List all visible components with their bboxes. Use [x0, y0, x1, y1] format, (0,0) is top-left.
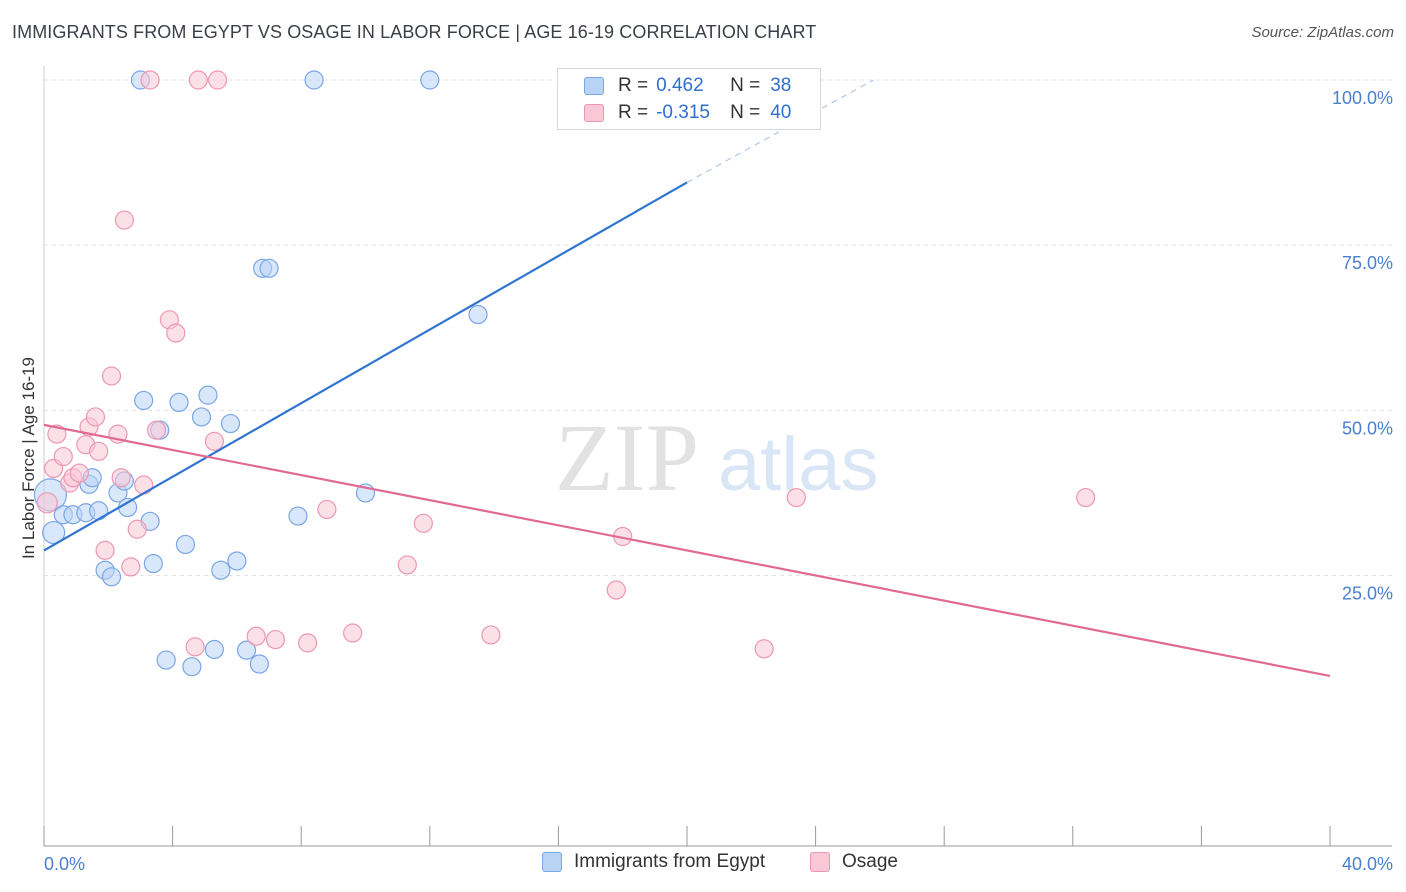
point-osage: [111, 468, 131, 488]
point-osage: [397, 555, 417, 575]
point-egypt: [143, 554, 163, 574]
point-osage: [298, 633, 318, 653]
point-osage: [36, 492, 58, 514]
point-osage: [114, 210, 134, 230]
y-tick-label: 25.0%: [1342, 584, 1393, 604]
point-osage: [134, 475, 154, 495]
legend-r-value: -0.315: [656, 102, 710, 123]
point-egypt: [259, 258, 279, 278]
point-osage: [140, 70, 160, 90]
point-egypt: [191, 407, 212, 427]
point-egypt: [101, 567, 122, 587]
watermark: ZIP atlas: [555, 404, 879, 511]
point-osage: [208, 70, 228, 90]
point-osage: [413, 513, 433, 533]
series-label-osage: Osage: [842, 851, 898, 872]
point-egypt: [420, 70, 440, 90]
point-osage: [53, 446, 73, 467]
legend-n-value: 40: [770, 102, 792, 123]
watermark-zip: ZIP: [555, 404, 699, 511]
legend-swatch-osage: [584, 104, 604, 122]
legend-row-osage: R = -0.315 N = 40: [584, 101, 791, 125]
x-tick-label: 0.0%: [44, 854, 85, 874]
point-osage: [246, 626, 266, 646]
point-osage: [185, 637, 205, 657]
stats-legend: R = 0.462 N = 38 R = -0.315 N = 40: [557, 68, 821, 130]
x-tick-label: 40.0%: [1342, 854, 1393, 874]
point-osage: [481, 625, 501, 645]
point-osage: [166, 323, 186, 343]
trend-line-osage: [43, 423, 1331, 678]
point-egypt: [468, 304, 488, 325]
point-osage: [1076, 487, 1096, 508]
point-egypt: [182, 657, 202, 677]
legend-swatch-egypt: [584, 77, 604, 95]
point-egypt: [42, 520, 66, 545]
point-osage: [786, 487, 806, 508]
legend-r-value: 0.462: [656, 75, 704, 96]
point-egypt: [236, 640, 257, 660]
point-egypt: [249, 654, 270, 674]
point-egypt: [134, 390, 154, 411]
tick-labels: 100.0% 75.0% 50.0% 25.0% 0.0% 40.0%: [44, 88, 1393, 874]
point-osage: [69, 463, 89, 483]
series-legend-egypt: Immigrants from Egypt: [542, 851, 765, 873]
point-egypt: [211, 560, 231, 580]
series-legend: Immigrants from Egypt Osage: [0, 851, 1406, 879]
y-tick-label: 50.0%: [1342, 418, 1393, 438]
point-egypt: [156, 650, 176, 670]
point-osage: [343, 623, 363, 643]
point-egypt: [169, 392, 189, 413]
point-osage: [606, 580, 626, 600]
trend-line-egypt: [43, 181, 688, 552]
point-egypt: [175, 534, 196, 555]
axes: [43, 66, 1392, 847]
point-egypt: [204, 639, 224, 660]
point-osage: [146, 420, 167, 440]
point-egypt: [89, 501, 109, 521]
legend-n-label: N =: [730, 75, 761, 96]
y-tick-label: 100.0%: [1332, 88, 1393, 108]
series-label-egypt: Immigrants from Egypt: [574, 851, 766, 872]
point-egypt: [198, 385, 218, 405]
trend-extension-egypt: [686, 79, 874, 183]
point-osage: [121, 557, 141, 577]
point-osage: [89, 441, 109, 461]
point-osage: [204, 431, 224, 451]
y-axis-label: In Labor Force | Age 16-19: [19, 357, 38, 559]
point-osage: [265, 629, 286, 650]
point-osage: [317, 499, 337, 520]
point-egypt: [227, 551, 247, 571]
point-egypt: [220, 413, 241, 434]
legend-n-label: N =: [730, 102, 761, 123]
point-osage: [127, 519, 147, 539]
point-egypt: [304, 70, 324, 90]
y-tick-label: 75.0%: [1342, 253, 1393, 273]
legend-n-value: 38: [770, 75, 792, 96]
legend-row-egypt: R = 0.462 N = 38: [584, 74, 791, 98]
source-credit: Source: ZipAtlas.com: [1251, 24, 1394, 41]
point-osage: [754, 639, 774, 659]
point-egypt: [288, 506, 308, 526]
series-swatch-osage: [810, 852, 830, 872]
point-osage: [85, 407, 106, 427]
data-points: [33, 70, 1096, 677]
series-legend-osage: Osage: [810, 851, 898, 873]
legend-r-label: R =: [618, 75, 649, 96]
chart-title: IMMIGRANTS FROM EGYPT VS OSAGE IN LABOR …: [12, 22, 817, 42]
trend-lines: [43, 79, 1331, 678]
point-egypt: [117, 497, 138, 518]
point-osage: [188, 70, 208, 90]
point-osage: [101, 366, 122, 386]
point-osage: [95, 540, 115, 560]
series-swatch-egypt: [542, 852, 562, 872]
point-osage: [47, 424, 67, 444]
legend-r-label: R =: [618, 102, 649, 123]
